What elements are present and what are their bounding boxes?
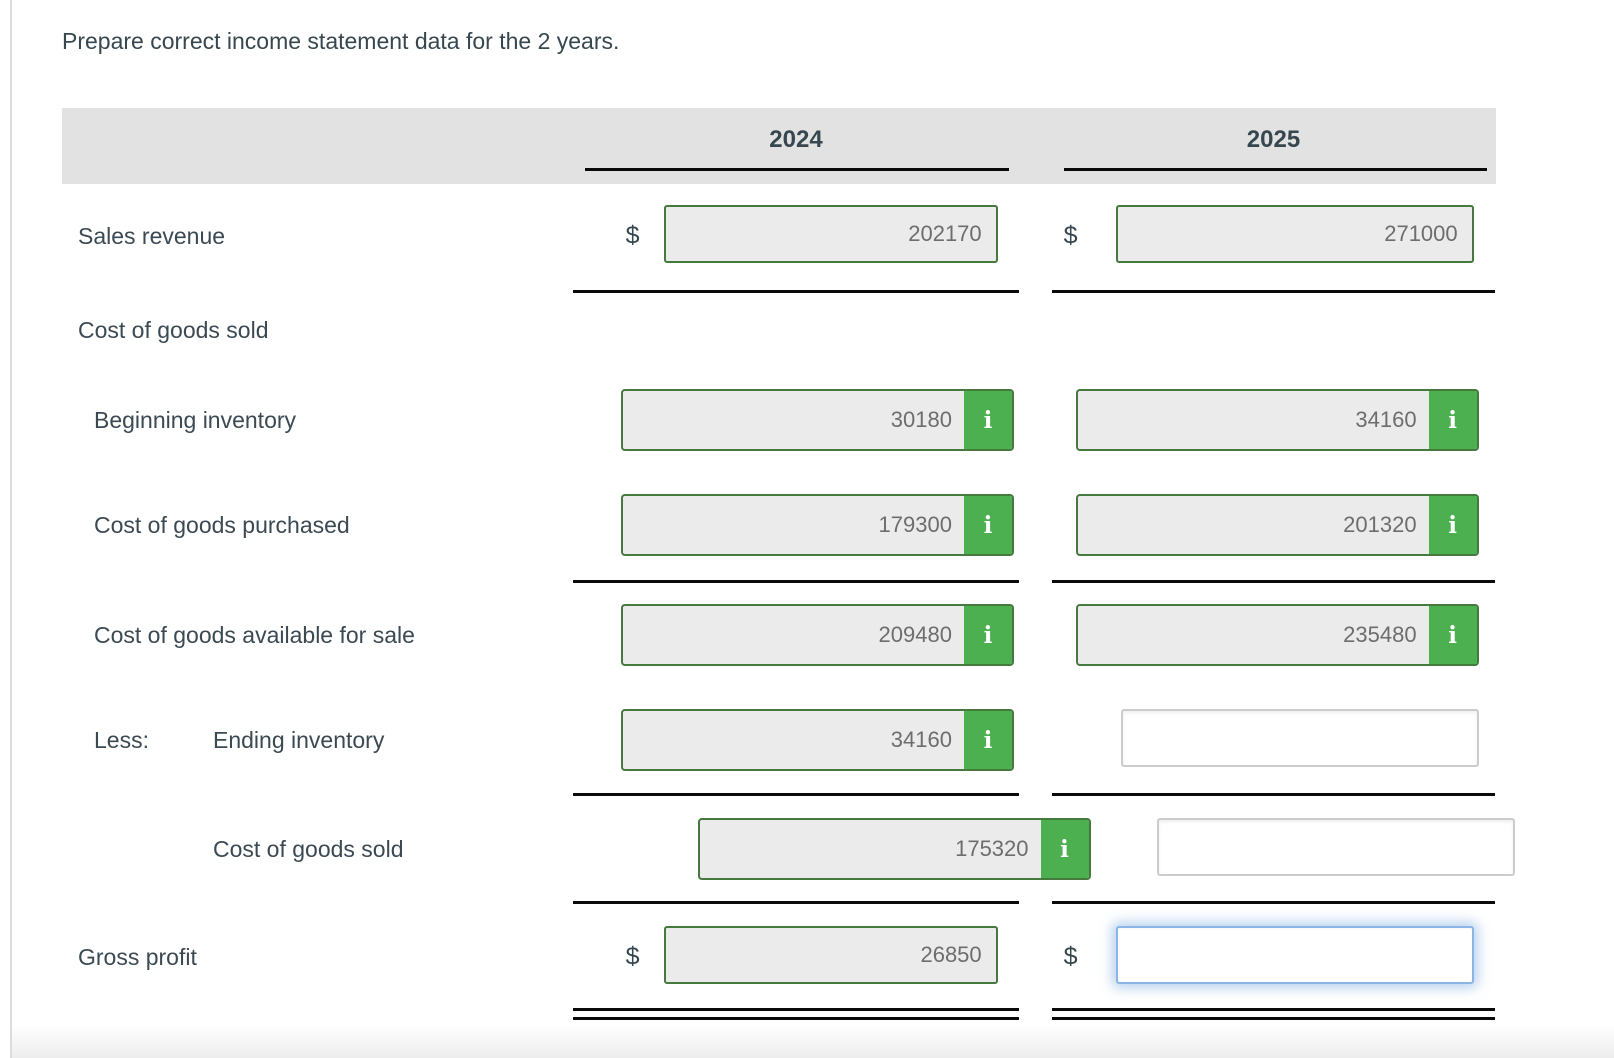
grand-total-double-rule-2025	[1052, 1008, 1495, 1020]
ending-inventory-2024-input[interactable]	[622, 711, 964, 769]
dollar-sign: $	[625, 942, 640, 971]
dollar-sign: $	[625, 221, 640, 250]
table-row-cost-of-goods-sold: Cost of goods sold i	[62, 818, 1516, 880]
table-row-ending-inventory: Less: Ending inventory i	[62, 709, 1496, 771]
less-prefix: Less:	[94, 726, 149, 753]
panel-left-border	[10, 0, 12, 1058]
column-header-2024: 2024	[769, 126, 823, 153]
info-icon[interactable]: i	[1428, 391, 1477, 449]
input-with-info-2025: i	[1075, 494, 1479, 556]
beginning-inventory-2024-input[interactable]	[622, 391, 964, 449]
gross-profit-2025-input[interactable]	[1115, 926, 1474, 984]
input-with-info-2024: i	[697, 818, 1091, 880]
info-icon[interactable]: i	[963, 391, 1012, 449]
table-row-cost-of-goods-available: Cost of goods available for sale i i	[62, 604, 1496, 666]
subtotal-rule-2024	[573, 901, 1019, 904]
subtotal-rule-2025	[1052, 901, 1495, 904]
sales-revenue-2024-input[interactable]	[663, 205, 998, 263]
input-with-info-2025: i	[1075, 604, 1479, 666]
sales-revenue-2025-input[interactable]	[1115, 205, 1474, 263]
row-label: Cost of goods purchased	[94, 511, 350, 538]
instruction-text: Prepare correct income statement data fo…	[62, 28, 620, 54]
info-icon[interactable]: i	[963, 496, 1012, 554]
subtotal-rule-2024	[573, 793, 1019, 796]
table-row-cost-of-goods-purchased: Cost of goods purchased i i	[62, 494, 1496, 556]
section-label: Cost of goods sold	[78, 316, 269, 343]
column-header-2025: 2025	[1246, 126, 1301, 153]
cost-of-goods-sold-2024-input[interactable]	[699, 820, 1041, 878]
gross-profit-2024-input[interactable]	[663, 926, 998, 984]
input-with-info-2025: i	[1075, 389, 1479, 451]
subtotal-rule-2025	[1052, 290, 1495, 293]
input-with-info-2024: i	[620, 389, 1014, 451]
row-label: Gross profit	[78, 943, 197, 970]
cost-of-goods-purchased-2025-input[interactable]	[1077, 496, 1429, 554]
grand-total-double-rule-2024	[573, 1008, 1019, 1020]
table-row-sales-revenue: Sales revenue $ $	[62, 205, 1496, 267]
input-with-info-2024: i	[620, 709, 1014, 771]
row-label: Ending inventory	[213, 726, 385, 753]
table-row-cogs-section: Cost of goods sold	[62, 302, 1496, 358]
info-icon[interactable]: i	[1428, 496, 1477, 554]
row-label: Sales revenue	[78, 222, 226, 249]
cost-of-goods-available-2025-input[interactable]	[1077, 606, 1429, 664]
table-row-gross-profit: Gross profit $ $	[62, 926, 1496, 988]
subtotal-rule-2024	[573, 580, 1019, 583]
input-with-info-2024: i	[620, 494, 1014, 556]
cost-of-goods-sold-2025-input[interactable]	[1157, 818, 1516, 876]
column-header-2024-underline	[585, 168, 1009, 171]
subtotal-rule-2025	[1052, 580, 1495, 583]
beginning-inventory-2025-input[interactable]	[1077, 391, 1429, 449]
info-icon[interactable]: i	[963, 711, 1012, 769]
cost-of-goods-purchased-2024-input[interactable]	[622, 496, 964, 554]
dollar-sign: $	[1063, 221, 1078, 250]
info-icon[interactable]: i	[1040, 820, 1089, 878]
subtotal-rule-2025	[1052, 793, 1495, 796]
subtotal-rule-2024	[573, 290, 1019, 293]
row-label: Beginning inventory	[94, 406, 297, 433]
panel-bottom-edge	[12, 1024, 1614, 1058]
info-icon[interactable]: i	[963, 606, 1012, 664]
row-label: Cost of goods available for sale	[94, 621, 415, 648]
column-header-band: 2024 2025	[62, 108, 1496, 184]
ending-inventory-2025-input[interactable]	[1120, 709, 1479, 767]
cost-of-goods-available-2024-input[interactable]	[622, 606, 964, 664]
dollar-sign: $	[1063, 942, 1078, 971]
column-header-2025-underline	[1064, 168, 1487, 171]
row-label: Cost of goods sold	[213, 835, 404, 862]
input-with-info-2024: i	[620, 604, 1014, 666]
info-icon[interactable]: i	[1428, 606, 1477, 664]
table-row-beginning-inventory: Beginning inventory i i	[62, 389, 1496, 451]
